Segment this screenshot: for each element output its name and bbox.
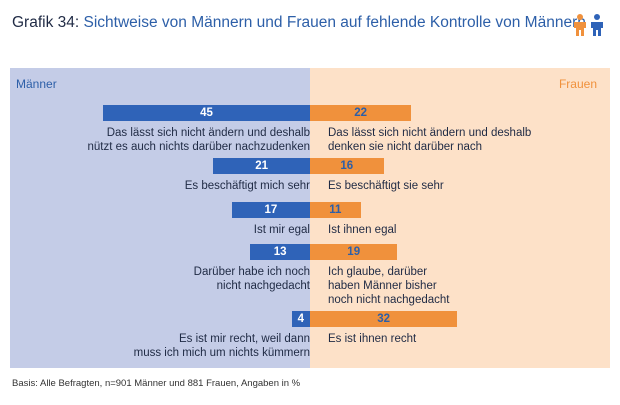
bar-women-2: 16 <box>310 158 384 174</box>
men-women-icon <box>574 14 603 36</box>
label-women-2: Es beschäftigt sie sehr <box>328 180 444 192</box>
bar-men-5: 4 <box>291 311 310 327</box>
legend-women: Frauen <box>558 77 597 91</box>
label-women-3: Ist ihnen egal <box>328 224 397 236</box>
chart-heading: Sichtweise von Männern und Frauen auf fe… <box>83 14 586 31</box>
label-men-3: Ist mir egal <box>253 224 310 236</box>
label-women-1: Das lässt sich nicht ändern und deshalb … <box>328 127 532 153</box>
bar-men-4: 13 <box>250 244 310 260</box>
bar-women-5: 32 <box>310 311 458 327</box>
bar-men-3: 17 <box>231 202 310 218</box>
label-women-5: Es ist ihnen recht <box>328 333 417 345</box>
bar-women-1: 22 <box>310 105 412 121</box>
basis-note: Basis: Alle Befragten, n=901 Männer und … <box>12 378 301 389</box>
label-men-2: Es beschäftigt mich sehr <box>184 180 310 192</box>
bar-women-4: 19 <box>310 244 398 260</box>
label-women-4: Ich glaube, darüber haben Männer bisher … <box>328 266 450 306</box>
bar-men-2: 21 <box>213 158 310 174</box>
chart-title: Grafik 34: Sichtweise von Männern und Fr… <box>12 14 586 32</box>
label-men-4: Darüber habe ich noch nicht nachgedacht <box>193 266 310 292</box>
legend-men: Männer <box>16 77 57 91</box>
chart-number: Grafik 34: <box>12 14 80 31</box>
label-men-1: Das lässt sich nicht ändern und deshalb … <box>87 127 310 153</box>
bar-men-1: 45 <box>103 105 310 121</box>
bar-women-3: 11 <box>310 202 361 218</box>
label-men-5: Es ist mir recht, weil dann muss ich mic… <box>133 333 310 359</box>
